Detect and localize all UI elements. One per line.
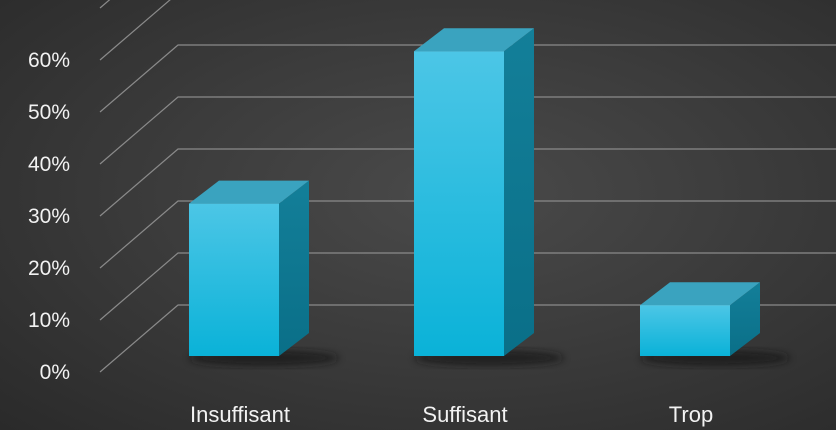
gridlines [99, 0, 836, 373]
gridline [99, 0, 111, 9]
gridline [99, 148, 836, 217]
bar-front-face [640, 305, 730, 356]
x-category-label: Insuffisant [190, 402, 290, 427]
gridline [99, 96, 836, 165]
bar-front-face [189, 203, 279, 356]
bar-top-face [640, 282, 760, 306]
y-axis-tick-labels: 0% 10% 20% 30% 40% 50% 60% [28, 49, 70, 384]
gridline [99, 304, 836, 373]
bar-top-face [414, 28, 534, 52]
gridline [99, 44, 836, 113]
gridline [99, 252, 836, 321]
bars [189, 28, 790, 366]
bar-side-face [279, 180, 309, 356]
y-tick-label: 60% [28, 49, 70, 72]
y-tick-label: 20% [28, 257, 70, 280]
x-axis-category-labels: Insuffisant Suffisant Trop [190, 402, 713, 427]
y-tick-label: 10% [28, 309, 70, 332]
bar-side-face [730, 282, 760, 356]
bar-top-face [189, 180, 309, 204]
bar-suffisant [414, 28, 564, 366]
x-category-label: Trop [669, 402, 713, 427]
bar-side-face [504, 28, 534, 356]
x-category-label: Suffisant [422, 402, 507, 427]
bar-trop [640, 282, 790, 366]
bar-front-face [414, 51, 504, 356]
y-tick-label: 40% [28, 153, 70, 176]
y-tick-label: 50% [28, 101, 70, 124]
bar-insuffisant [189, 180, 339, 366]
gridline [99, 0, 171, 61]
y-tick-label: 30% [28, 205, 70, 228]
gridline [99, 200, 836, 269]
y-tick-label: 0% [40, 361, 70, 384]
